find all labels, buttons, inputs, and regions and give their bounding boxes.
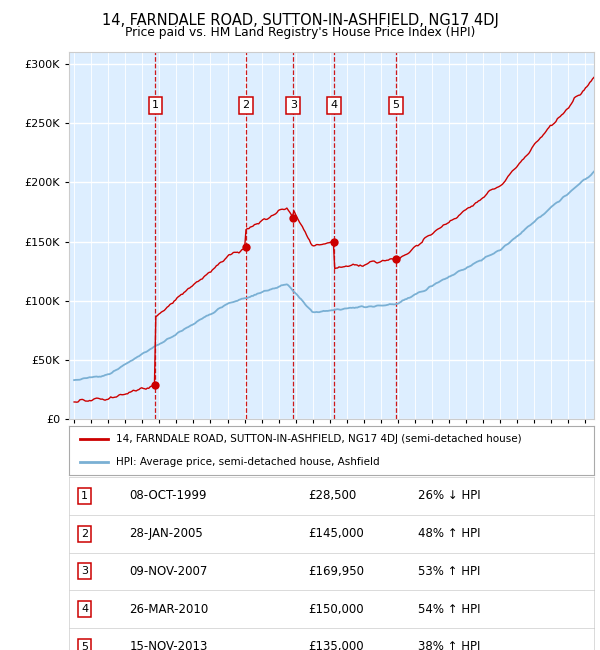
- Text: 2: 2: [81, 528, 88, 539]
- Text: £28,500: £28,500: [308, 489, 356, 502]
- Text: 2: 2: [242, 100, 250, 110]
- Text: 48% ↑ HPI: 48% ↑ HPI: [418, 527, 481, 540]
- Text: 5: 5: [81, 642, 88, 650]
- Text: £169,950: £169,950: [308, 565, 364, 578]
- Text: 14, FARNDALE ROAD, SUTTON-IN-ASHFIELD, NG17 4DJ (semi-detached house): 14, FARNDALE ROAD, SUTTON-IN-ASHFIELD, N…: [116, 434, 522, 445]
- Text: £135,000: £135,000: [308, 640, 364, 650]
- Text: £150,000: £150,000: [308, 603, 364, 616]
- Text: 5: 5: [392, 100, 399, 110]
- Text: 4: 4: [330, 100, 337, 110]
- Text: 14, FARNDALE ROAD, SUTTON-IN-ASHFIELD, NG17 4DJ: 14, FARNDALE ROAD, SUTTON-IN-ASHFIELD, N…: [101, 13, 499, 28]
- Text: 15-NOV-2013: 15-NOV-2013: [130, 640, 208, 650]
- Text: 1: 1: [152, 100, 159, 110]
- Text: 3: 3: [290, 100, 297, 110]
- Text: HPI: Average price, semi-detached house, Ashfield: HPI: Average price, semi-detached house,…: [116, 458, 380, 467]
- Text: 4: 4: [81, 604, 88, 614]
- Text: £145,000: £145,000: [308, 527, 364, 540]
- Text: Price paid vs. HM Land Registry's House Price Index (HPI): Price paid vs. HM Land Registry's House …: [125, 26, 475, 39]
- Text: 3: 3: [81, 566, 88, 577]
- Text: 09-NOV-2007: 09-NOV-2007: [130, 565, 208, 578]
- Text: 54% ↑ HPI: 54% ↑ HPI: [418, 603, 481, 616]
- Text: 26% ↓ HPI: 26% ↓ HPI: [418, 489, 481, 502]
- Text: 26-MAR-2010: 26-MAR-2010: [130, 603, 209, 616]
- Text: 38% ↑ HPI: 38% ↑ HPI: [418, 640, 481, 650]
- Text: 1: 1: [81, 491, 88, 501]
- Text: 08-OCT-1999: 08-OCT-1999: [130, 489, 207, 502]
- Text: 53% ↑ HPI: 53% ↑ HPI: [418, 565, 481, 578]
- Text: 28-JAN-2005: 28-JAN-2005: [130, 527, 203, 540]
